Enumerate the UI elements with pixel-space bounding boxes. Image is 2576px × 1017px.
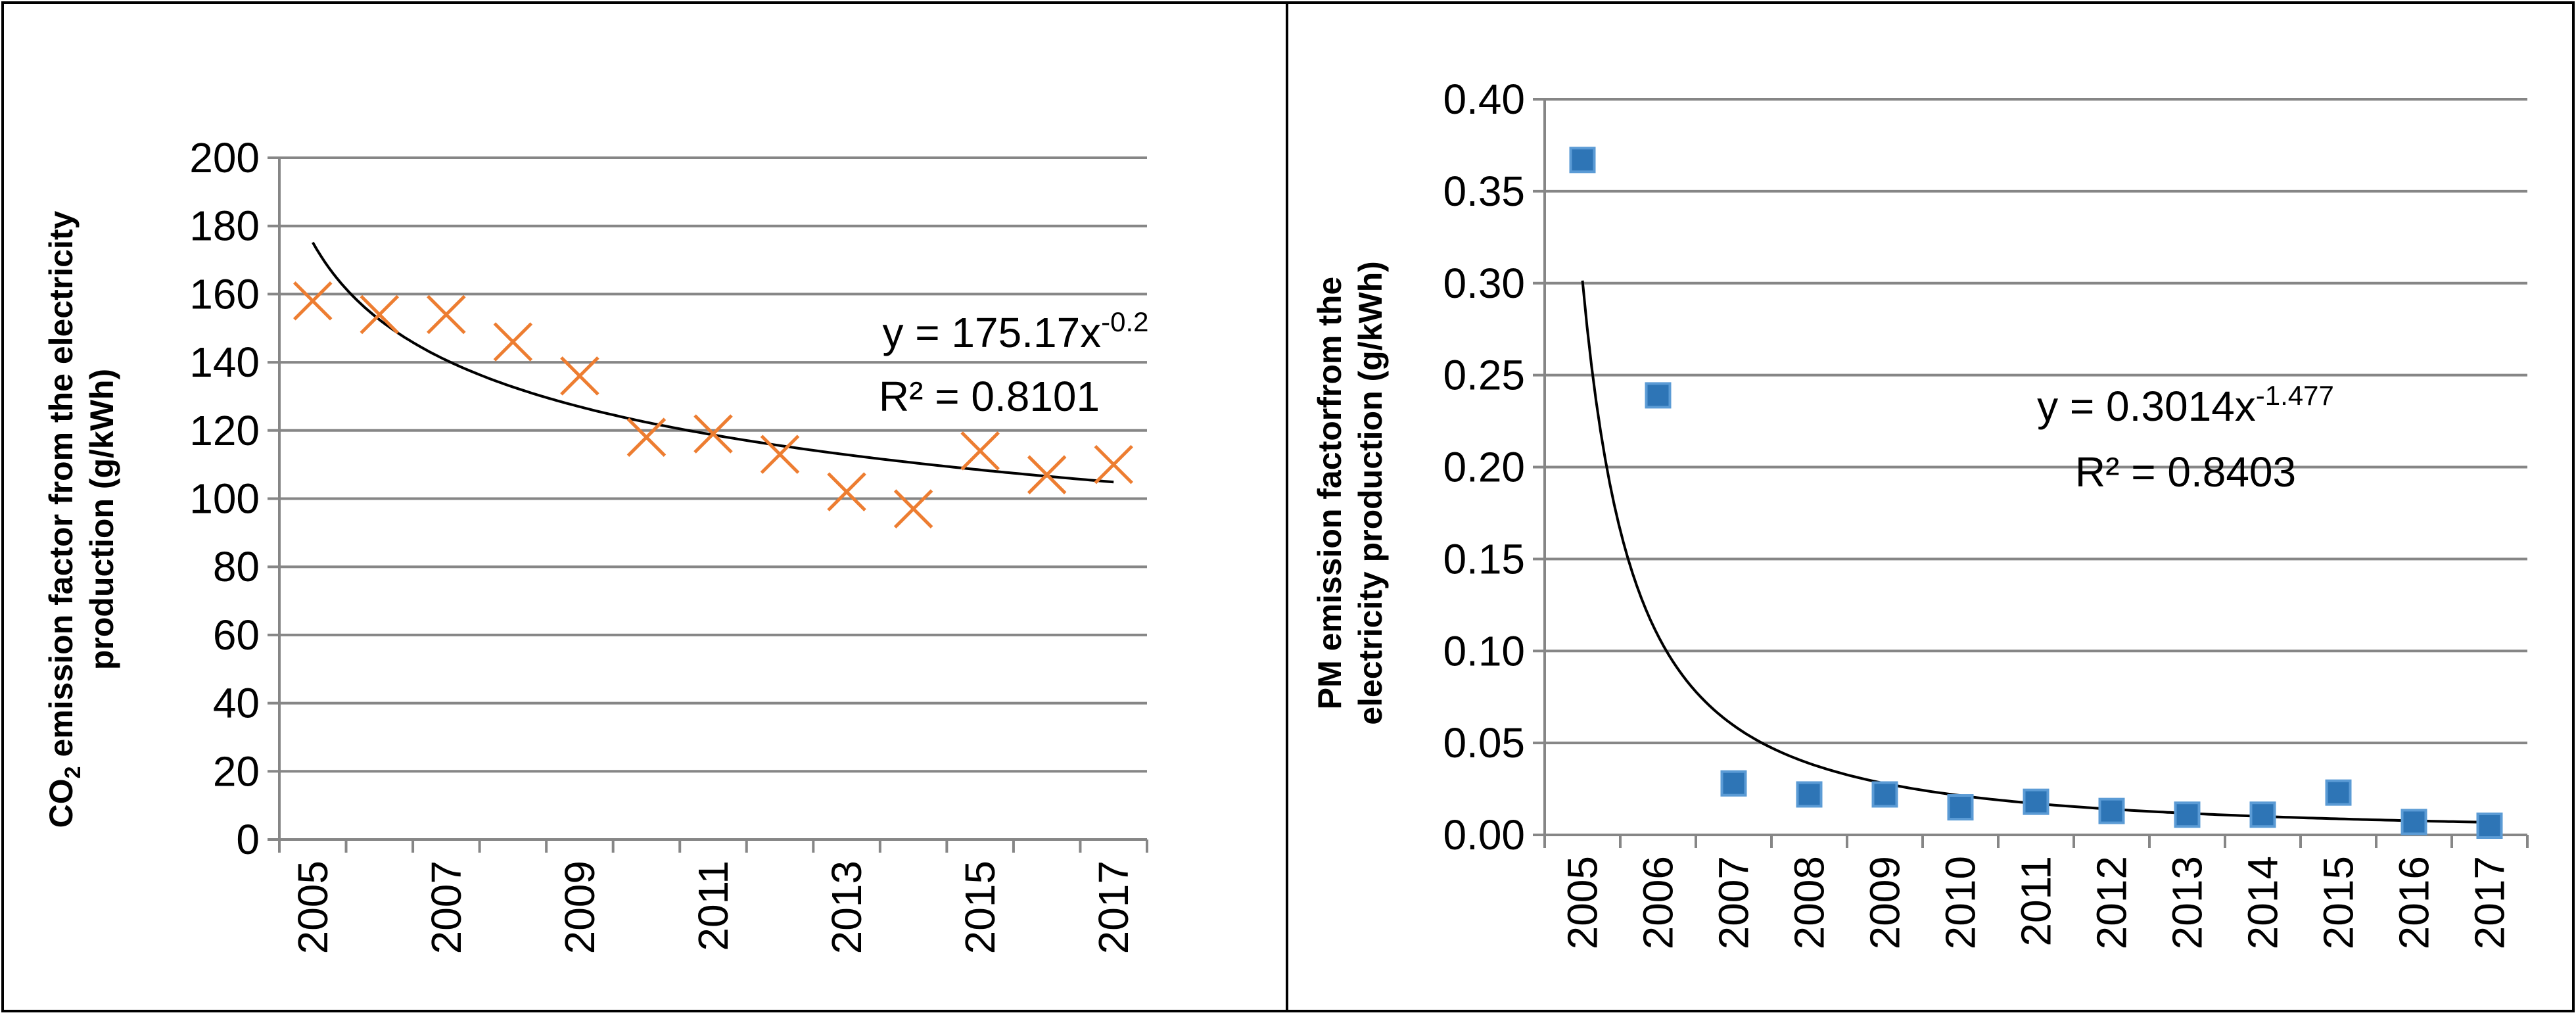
co2-axes — [278, 158, 1148, 853]
co2-data-points — [293, 281, 1133, 529]
co2-x-tick-label: 2007 — [423, 861, 470, 954]
pm-r-squared: R² = 0.8403 — [2075, 448, 2296, 496]
pm-x-tick-label: 2009 — [1862, 856, 1909, 949]
pm-data-point — [2249, 801, 2276, 828]
co2-data-point — [427, 295, 466, 335]
co2-y-axis-label-line1: CO2 emission factor from the electricity — [43, 210, 85, 828]
pm-x-tick-label: 2008 — [1786, 856, 1833, 949]
co2-x-tick-label: 2005 — [289, 861, 337, 954]
pm-gridlines — [1533, 98, 2527, 836]
pm-data-point — [1645, 382, 1672, 409]
co2-data-point — [360, 295, 400, 335]
co2-data-point — [1094, 444, 1133, 485]
pm-data-point — [1871, 781, 1898, 808]
co2-y-tick-labels: 0 20 40 60 80 100 120 140 160 180 200 — [189, 134, 260, 863]
co2-y-axis-label-line2: production (g/kWh) — [83, 369, 120, 670]
pm-x-tick-label: 2010 — [1937, 856, 1984, 949]
pm-y-tick-label: 0.15 — [1443, 535, 1525, 582]
pm-data-point — [2400, 809, 2427, 836]
pm-y-tick-label: 0.40 — [1443, 76, 1525, 123]
pm-data-point — [2098, 797, 2125, 824]
co2-r-squared: R² = 0.8101 — [879, 373, 1100, 420]
pm-trendline — [1581, 280, 2490, 824]
co2-x-tick-label: 2017 — [1090, 861, 1137, 954]
co2-x-tick-label: 2015 — [956, 861, 1004, 954]
co2-chart: 0 20 40 60 80 100 120 140 160 180 200 2005 2007 2009… — [43, 134, 1149, 954]
co2-data-point — [1027, 455, 1067, 494]
co2-y-tick-label: 40 — [213, 680, 260, 727]
co2-y-tick-label: 160 — [189, 270, 260, 318]
pm-data-point — [1947, 794, 1974, 821]
pm-y-tick-label: 0.20 — [1443, 444, 1525, 491]
pm-data-point — [2476, 813, 2503, 840]
pm-y-axis-label-line1: PM emission factorfrom the — [1311, 277, 1348, 709]
co2-y-tick-label: 0 — [236, 816, 260, 863]
co2-data-point — [893, 489, 933, 529]
pm-data-point — [2023, 788, 2049, 815]
pm-y-tick-label: 0.25 — [1443, 352, 1525, 399]
pm-y-tick-label: 0.10 — [1443, 627, 1525, 674]
pm-y-axis-label-line2: electricity production (g/kWh) — [1352, 261, 1389, 725]
co2-y-tick-label: 180 — [189, 202, 260, 250]
co2-y-tick-label: 140 — [189, 339, 260, 386]
co2-y-tick-label: 60 — [213, 611, 260, 659]
pm-data-point — [2325, 779, 2352, 806]
co2-x-tick-label: 2009 — [556, 861, 603, 954]
co2-trend-equation: y = 175.17x-0.2 — [882, 306, 1148, 356]
co2-y-tick-label: 20 — [213, 747, 260, 795]
co2-y-tick-label: 80 — [213, 543, 260, 590]
co2-y-axis-label: CO2 emission factor from the electricity… — [43, 210, 120, 828]
co2-y-tick-label: 100 — [189, 475, 260, 523]
pm-y-tick-label: 0.35 — [1443, 168, 1525, 215]
pm-data-point — [1796, 781, 1823, 808]
co2-x-tick-label: 2011 — [690, 861, 737, 951]
co2-x-tick-label: 2013 — [823, 861, 870, 954]
pm-x-tick-label: 2014 — [2239, 856, 2287, 949]
pm-x-tick-labels: 2005 2006 2007 2008 2009 2010 2011 2012 2013 2014… — [1559, 856, 2514, 949]
pm-data-point — [1569, 147, 1596, 174]
pm-x-tick-label: 2017 — [2466, 856, 2514, 949]
pm-y-tick-label: 0.05 — [1443, 719, 1525, 767]
pm-axes — [1543, 99, 2529, 848]
pm-trend-equation: y = 0.3014x-1.477 — [2037, 380, 2334, 430]
co2-x-tick-labels: 2005 2007 2009 2011 2013 2015 2017 — [289, 861, 1137, 954]
pm-data-point — [2174, 801, 2201, 828]
co2-gridlines — [268, 156, 1147, 841]
co2-data-point — [960, 431, 1000, 471]
pm-y-axis-label: PM emission factorfrom the electricity p… — [1311, 261, 1389, 725]
co2-data-point — [560, 356, 599, 396]
co2-y-tick-label: 120 — [189, 407, 260, 454]
pm-x-tick-label: 2013 — [2164, 856, 2211, 949]
pm-x-tick-label: 2006 — [1635, 856, 1682, 949]
co2-y-tick-label: 200 — [189, 134, 260, 181]
pm-x-tick-label: 2015 — [2315, 856, 2362, 949]
pm-data-points — [1569, 147, 2503, 840]
pm-x-tick-label: 2016 — [2391, 856, 2438, 949]
pm-data-point — [1720, 770, 1747, 797]
pm-y-tick-label: 0.00 — [1443, 811, 1525, 859]
co2-data-point — [293, 281, 333, 321]
co2-data-point — [760, 435, 800, 474]
pm-x-tick-label: 2007 — [1710, 856, 1758, 949]
pm-y-tick-labels: 0.00 0.05 0.10 0.15 0.20 0.25 0.30 0.35 0.40 — [1443, 76, 1525, 859]
pm-x-tick-label: 2011 — [2013, 856, 2060, 947]
pm-chart: 0.00 0.05 0.10 0.15 0.20 0.25 0.30 0.35 0.40 200… — [1311, 76, 2529, 949]
co2-data-point — [493, 322, 533, 362]
co2-data-point — [693, 414, 733, 454]
pm-x-tick-label: 2012 — [2088, 856, 2136, 949]
pm-y-tick-label: 0.30 — [1443, 260, 1525, 307]
co2-data-point — [626, 417, 667, 457]
pm-x-tick-label: 2005 — [1559, 856, 1606, 949]
co2-data-point — [827, 472, 866, 511]
